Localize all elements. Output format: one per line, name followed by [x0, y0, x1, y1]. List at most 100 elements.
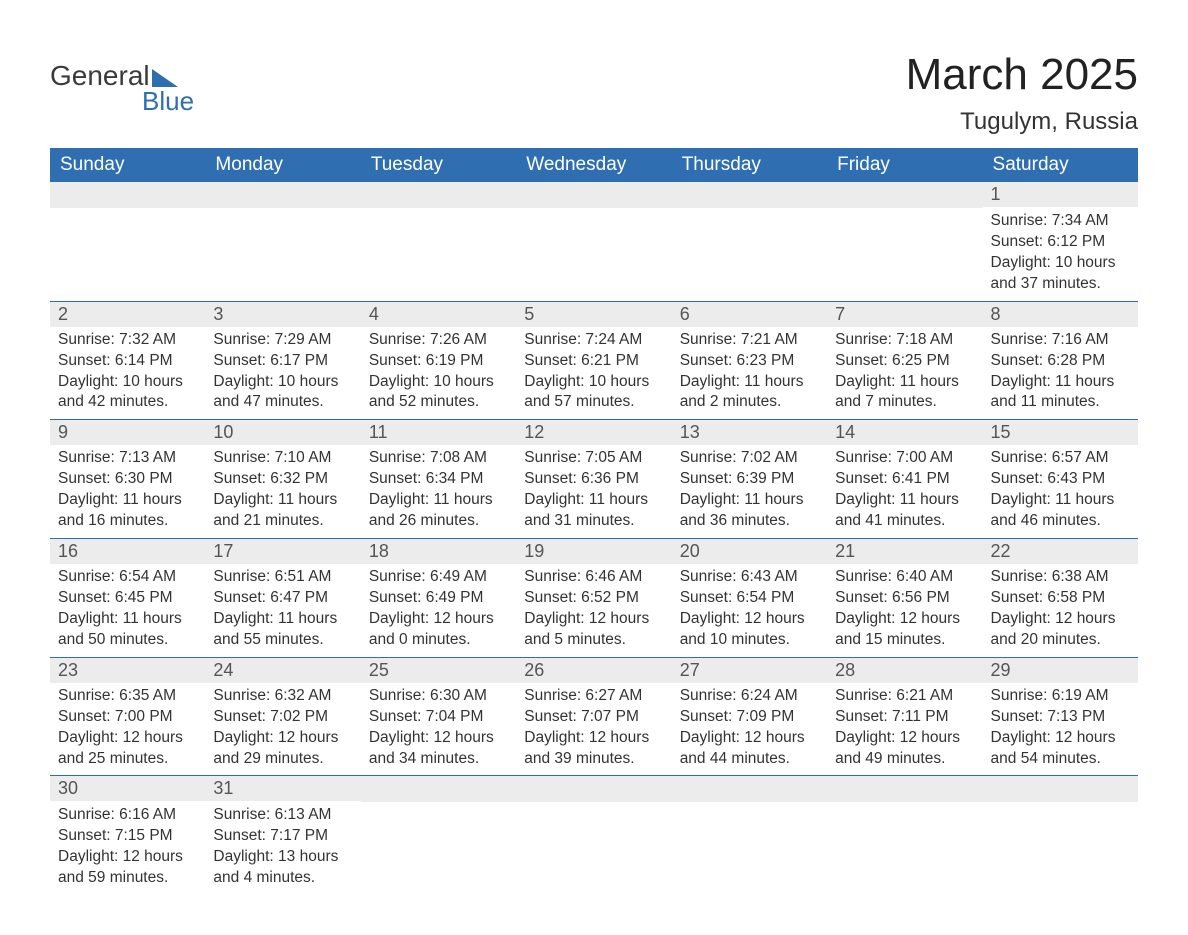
day-data: Sunrise: 6:51 AMSunset: 6:47 PMDaylight:… — [205, 564, 360, 657]
daylight-text: Daylight: 12 hours — [680, 609, 819, 630]
daylight-text: Daylight: 13 hours — [213, 847, 352, 868]
day-header: Thursday — [672, 148, 827, 182]
sunset-text: Sunset: 6:34 PM — [369, 469, 508, 490]
sunset-text: Sunset: 6:23 PM — [680, 351, 819, 372]
day-number — [361, 182, 516, 208]
day-header: Wednesday — [516, 148, 671, 182]
daylight-text: and 31 minutes. — [524, 511, 663, 532]
sunset-text: Sunset: 6:47 PM — [213, 588, 352, 609]
day-number — [205, 182, 360, 208]
day-number: 29 — [983, 658, 1138, 683]
day-header: Monday — [205, 148, 360, 182]
day-data: Sunrise: 7:21 AMSunset: 6:23 PMDaylight:… — [672, 327, 827, 420]
sunrise-text: Sunrise: 6:16 AM — [58, 805, 197, 826]
daylight-text: and 44 minutes. — [680, 749, 819, 770]
day-data: Sunrise: 7:26 AMSunset: 6:19 PMDaylight:… — [361, 327, 516, 420]
day-data: Sunrise: 7:05 AMSunset: 6:36 PMDaylight:… — [516, 445, 671, 538]
sunset-text: Sunset: 6:49 PM — [369, 588, 508, 609]
day-number: 3 — [205, 302, 360, 327]
sunset-text: Sunset: 6:14 PM — [58, 351, 197, 372]
day-data: Sunrise: 7:29 AMSunset: 6:17 PMDaylight:… — [205, 327, 360, 420]
sunset-text: Sunset: 6:54 PM — [680, 588, 819, 609]
day-data: Sunrise: 7:08 AMSunset: 6:34 PMDaylight:… — [361, 445, 516, 538]
daylight-text: and 25 minutes. — [58, 749, 197, 770]
daylight-text: and 21 minutes. — [213, 511, 352, 532]
sunset-text: Sunset: 7:11 PM — [835, 707, 974, 728]
daylight-text: and 0 minutes. — [369, 630, 508, 651]
day-data: Sunrise: 6:27 AMSunset: 7:07 PMDaylight:… — [516, 683, 671, 776]
sunset-text: Sunset: 6:58 PM — [991, 588, 1130, 609]
daylight-text: and 5 minutes. — [524, 630, 663, 651]
daylight-text: Daylight: 12 hours — [991, 609, 1130, 630]
daylight-text: Daylight: 10 hours — [524, 372, 663, 393]
daylight-text: and 10 minutes. — [680, 630, 819, 651]
daylight-text: Daylight: 12 hours — [369, 728, 508, 749]
calendar-week: 16171819202122Sunrise: 6:54 AMSunset: 6:… — [50, 538, 1138, 657]
day-data: Sunrise: 7:34 AMSunset: 6:12 PMDaylight:… — [983, 208, 1138, 301]
day-data: Sunrise: 7:32 AMSunset: 6:14 PMDaylight:… — [50, 327, 205, 420]
daylight-text: Daylight: 11 hours — [991, 372, 1130, 393]
day-number: 30 — [50, 776, 205, 801]
sunrise-text: Sunrise: 6:21 AM — [835, 686, 974, 707]
sunrise-text: Sunrise: 7:21 AM — [680, 330, 819, 351]
sunrise-text: Sunrise: 7:08 AM — [369, 448, 508, 469]
sunrise-text: Sunrise: 6:32 AM — [213, 686, 352, 707]
day-data: Sunrise: 7:00 AMSunset: 6:41 PMDaylight:… — [827, 445, 982, 538]
daylight-text: Daylight: 11 hours — [58, 609, 197, 630]
logo-text-blue: Blue — [50, 86, 194, 117]
daylight-text: Daylight: 11 hours — [680, 490, 819, 511]
daylight-text: and 37 minutes. — [991, 274, 1130, 295]
sunrise-text: Sunrise: 7:26 AM — [369, 330, 508, 351]
daylight-text: Daylight: 10 hours — [213, 372, 352, 393]
day-number — [50, 182, 205, 208]
sunset-text: Sunset: 7:07 PM — [524, 707, 663, 728]
daylight-text: Daylight: 12 hours — [524, 728, 663, 749]
sunrise-text: Sunrise: 7:05 AM — [524, 448, 663, 469]
daylight-text: and 42 minutes. — [58, 392, 197, 413]
sunrise-text: Sunrise: 6:43 AM — [680, 567, 819, 588]
daylight-text: and 55 minutes. — [213, 630, 352, 651]
day-number — [827, 776, 982, 802]
daylight-text: and 20 minutes. — [991, 630, 1130, 651]
day-number — [827, 182, 982, 208]
day-data: Sunrise: 6:40 AMSunset: 6:56 PMDaylight:… — [827, 564, 982, 657]
daylight-text: and 41 minutes. — [835, 511, 974, 532]
day-number: 5 — [516, 302, 671, 327]
day-data: Sunrise: 6:16 AMSunset: 7:15 PMDaylight:… — [50, 802, 205, 895]
day-header-row: Sunday Monday Tuesday Wednesday Thursday… — [50, 148, 1138, 182]
sunset-text: Sunset: 6:56 PM — [835, 588, 974, 609]
sunrise-text: Sunrise: 6:49 AM — [369, 567, 508, 588]
calendar-week: 23242526272829Sunrise: 6:35 AMSunset: 7:… — [50, 657, 1138, 776]
sunset-text: Sunset: 7:13 PM — [991, 707, 1130, 728]
day-number: 16 — [50, 539, 205, 564]
day-number: 7 — [827, 302, 982, 327]
day-number: 22 — [983, 539, 1138, 564]
sunrise-text: Sunrise: 7:02 AM — [680, 448, 819, 469]
daylight-text: Daylight: 12 hours — [213, 728, 352, 749]
day-number: 19 — [516, 539, 671, 564]
daylight-text: and 29 minutes. — [213, 749, 352, 770]
sunrise-text: Sunrise: 7:29 AM — [213, 330, 352, 351]
day-data: Sunrise: 6:30 AMSunset: 7:04 PMDaylight:… — [361, 683, 516, 776]
day-data: Sunrise: 7:24 AMSunset: 6:21 PMDaylight:… — [516, 327, 671, 420]
daylight-text: Daylight: 12 hours — [58, 847, 197, 868]
sunrise-text: Sunrise: 7:10 AM — [213, 448, 352, 469]
day-data: Sunrise: 7:13 AMSunset: 6:30 PMDaylight:… — [50, 445, 205, 538]
sunrise-text: Sunrise: 6:40 AM — [835, 567, 974, 588]
sunrise-text: Sunrise: 7:16 AM — [991, 330, 1130, 351]
daylight-text: and 39 minutes. — [524, 749, 663, 770]
sunset-text: Sunset: 6:45 PM — [58, 588, 197, 609]
sunset-text: Sunset: 6:52 PM — [524, 588, 663, 609]
sunrise-text: Sunrise: 7:24 AM — [524, 330, 663, 351]
sunrise-text: Sunrise: 6:35 AM — [58, 686, 197, 707]
sunrise-text: Sunrise: 7:34 AM — [991, 211, 1130, 232]
logo-triangle-icon — [152, 69, 178, 87]
sunrise-text: Sunrise: 7:13 AM — [58, 448, 197, 469]
calendar-week: 1Sunrise: 7:34 AMSunset: 6:12 PMDaylight… — [50, 182, 1138, 301]
daylight-text: Daylight: 11 hours — [835, 490, 974, 511]
day-data: Sunrise: 7:16 AMSunset: 6:28 PMDaylight:… — [983, 327, 1138, 420]
day-number: 4 — [361, 302, 516, 327]
sunset-text: Sunset: 6:43 PM — [991, 469, 1130, 490]
daylight-text: Daylight: 10 hours — [991, 253, 1130, 274]
daylight-text: Daylight: 11 hours — [524, 490, 663, 511]
